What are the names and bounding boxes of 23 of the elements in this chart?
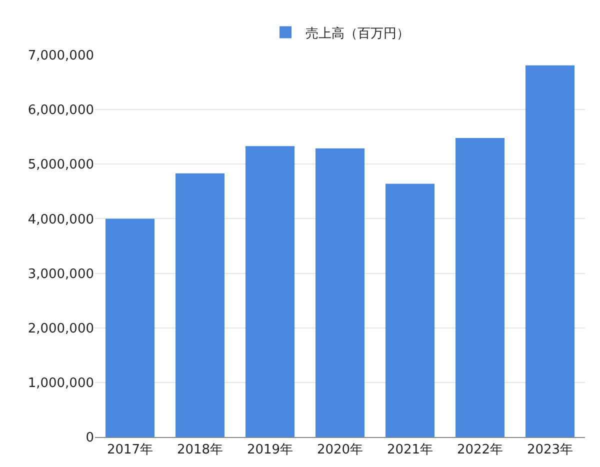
y-tick-label: 5,000,000 bbox=[28, 158, 94, 173]
bar bbox=[176, 173, 224, 437]
bar bbox=[316, 148, 364, 437]
y-tick-label: 0 bbox=[86, 430, 94, 446]
y-tick-label: 1,000,000 bbox=[28, 376, 94, 391]
x-tick-label: 2020年 bbox=[316, 442, 364, 458]
x-tick-label: 2017年 bbox=[106, 442, 154, 458]
bar bbox=[526, 65, 574, 437]
y-tick-label: 2,000,000 bbox=[28, 321, 94, 336]
x-tick-label: 2021年 bbox=[386, 442, 434, 458]
y-tick-label: 7,000,000 bbox=[28, 48, 94, 64]
legend-label: 売上高（百万円） bbox=[306, 25, 410, 42]
x-tick-label: 2019年 bbox=[246, 442, 294, 458]
x-tick-label: 2023年 bbox=[526, 442, 574, 458]
bar bbox=[106, 218, 154, 437]
x-tick-label: 2022年 bbox=[456, 442, 504, 458]
bar bbox=[456, 138, 504, 437]
bar bbox=[386, 184, 434, 437]
bar bbox=[246, 146, 294, 437]
y-tick-label: 4,000,000 bbox=[28, 212, 94, 228]
y-tick-label: 6,000,000 bbox=[28, 103, 94, 118]
y-tick-label: 3,000,000 bbox=[28, 266, 94, 282]
x-tick-label: 2018年 bbox=[176, 442, 224, 458]
